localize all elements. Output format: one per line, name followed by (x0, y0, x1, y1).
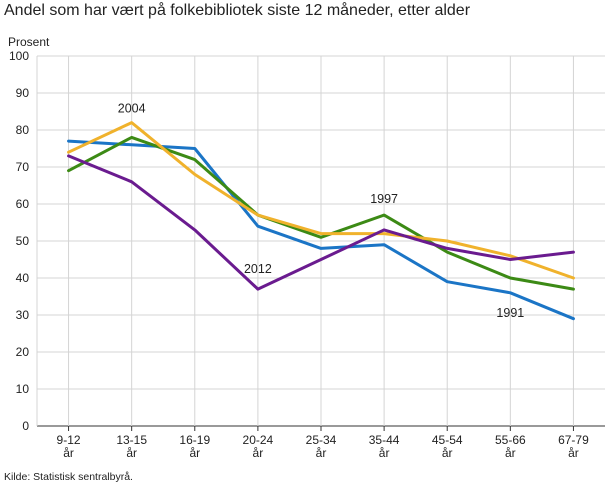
y-tick-label: 100 (9, 49, 29, 63)
annotation-2004: 2004 (118, 102, 146, 116)
y-tick-label: 50 (16, 234, 30, 248)
x-tick-label: 9-12 (57, 433, 81, 447)
x-tick-label-unit: år (568, 446, 579, 460)
y-tick-label: 30 (16, 308, 30, 322)
x-tick-label-unit: år (126, 446, 137, 460)
x-tick-label-unit: år (63, 446, 74, 460)
x-tick-label: 13-15 (116, 433, 147, 447)
series-line-2004 (67, 121, 575, 280)
x-tick-label: 67-79 (558, 433, 589, 447)
y-tick-label: 10 (16, 382, 30, 396)
annotation-1997: 1997 (370, 192, 398, 206)
series-line-2012 (67, 154, 575, 291)
series-annotations: 2004 1997 2012 1991 (118, 102, 525, 320)
x-tick-label: 35-44 (369, 433, 400, 447)
x-tick-label: 20-24 (243, 433, 274, 447)
x-tick-label: 16-19 (179, 433, 210, 447)
source-note: Kilde: Statistisk sentralbyrå. (4, 471, 133, 483)
y-tick-labels: 0 10 20 30 40 50 60 70 80 90 100 (9, 49, 29, 433)
y-tick-label: 80 (16, 123, 30, 137)
series-line-1997 (67, 135, 575, 291)
chart-title: Andel som har vært på folkebibliotek sis… (4, 2, 471, 19)
x-tick-label-unit: år (316, 446, 327, 460)
annotation-1991: 1991 (496, 306, 524, 320)
x-tick-label: 25-34 (306, 433, 337, 447)
annotation-2012: 2012 (244, 262, 272, 276)
x-tick-label-unit: år (442, 446, 453, 460)
y-tick-label: 40 (16, 271, 30, 285)
y-tick-label: 90 (16, 86, 30, 100)
x-tick-label-unit: år (505, 446, 516, 460)
series-lines (67, 121, 575, 321)
grid-lines (36, 55, 605, 427)
x-tick-labels: 9-12år13-15år16-19år20-24år25-34år35-44å… (57, 426, 589, 460)
x-tick-label-unit: år (253, 446, 264, 460)
y-tick-label: 0 (22, 419, 29, 433)
y-axis-label: Prosent (8, 35, 50, 49)
x-tick-label-unit: år (379, 446, 390, 460)
y-tick-label: 70 (16, 160, 30, 174)
y-tick-label: 60 (16, 197, 30, 211)
x-tick-label: 45-54 (432, 433, 463, 447)
y-tick-label: 20 (16, 345, 30, 359)
x-tick-label: 55-66 (495, 433, 526, 447)
x-tick-label-unit: år (189, 446, 200, 460)
